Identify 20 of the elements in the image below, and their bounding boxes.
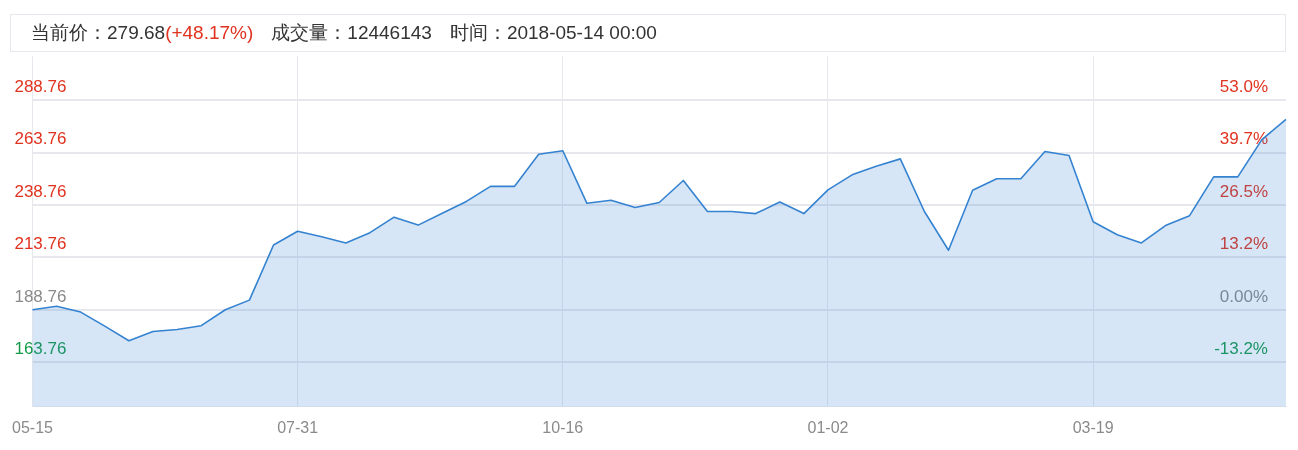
x-tick-label: 01-02 <box>807 418 849 436</box>
text: (+48.17%) <box>165 22 254 43</box>
x-tick-label: 03-19 <box>1072 418 1114 436</box>
y-tick-label: 188.76 <box>14 286 67 306</box>
y2-tick-label: 0.00% <box>1219 286 1268 306</box>
y-tick-label: 163.76 <box>14 338 67 358</box>
x-tick-label: 10-16 <box>542 418 584 436</box>
text: 成交量：12446143 <box>271 22 432 43</box>
x-tick-label: 07-31 <box>277 418 319 436</box>
text: 当前价：279.68 <box>31 22 166 43</box>
y-tick-label: 288.76 <box>14 76 67 96</box>
y-tick-label: 263.76 <box>14 129 67 149</box>
text: 时间：2018-05-14 00:00 <box>449 22 657 43</box>
x-tick-label: 05-15 <box>12 418 54 436</box>
y2-tick-label: 53.0% <box>1219 76 1268 96</box>
y2-tick-label: 26.5% <box>1219 181 1268 201</box>
y-tick-label: 213.76 <box>14 234 67 254</box>
y2-tick-label: 13.2% <box>1219 234 1268 254</box>
y2-tick-label: -13.2% <box>1214 338 1268 358</box>
y-tick-label: 238.76 <box>14 181 67 201</box>
